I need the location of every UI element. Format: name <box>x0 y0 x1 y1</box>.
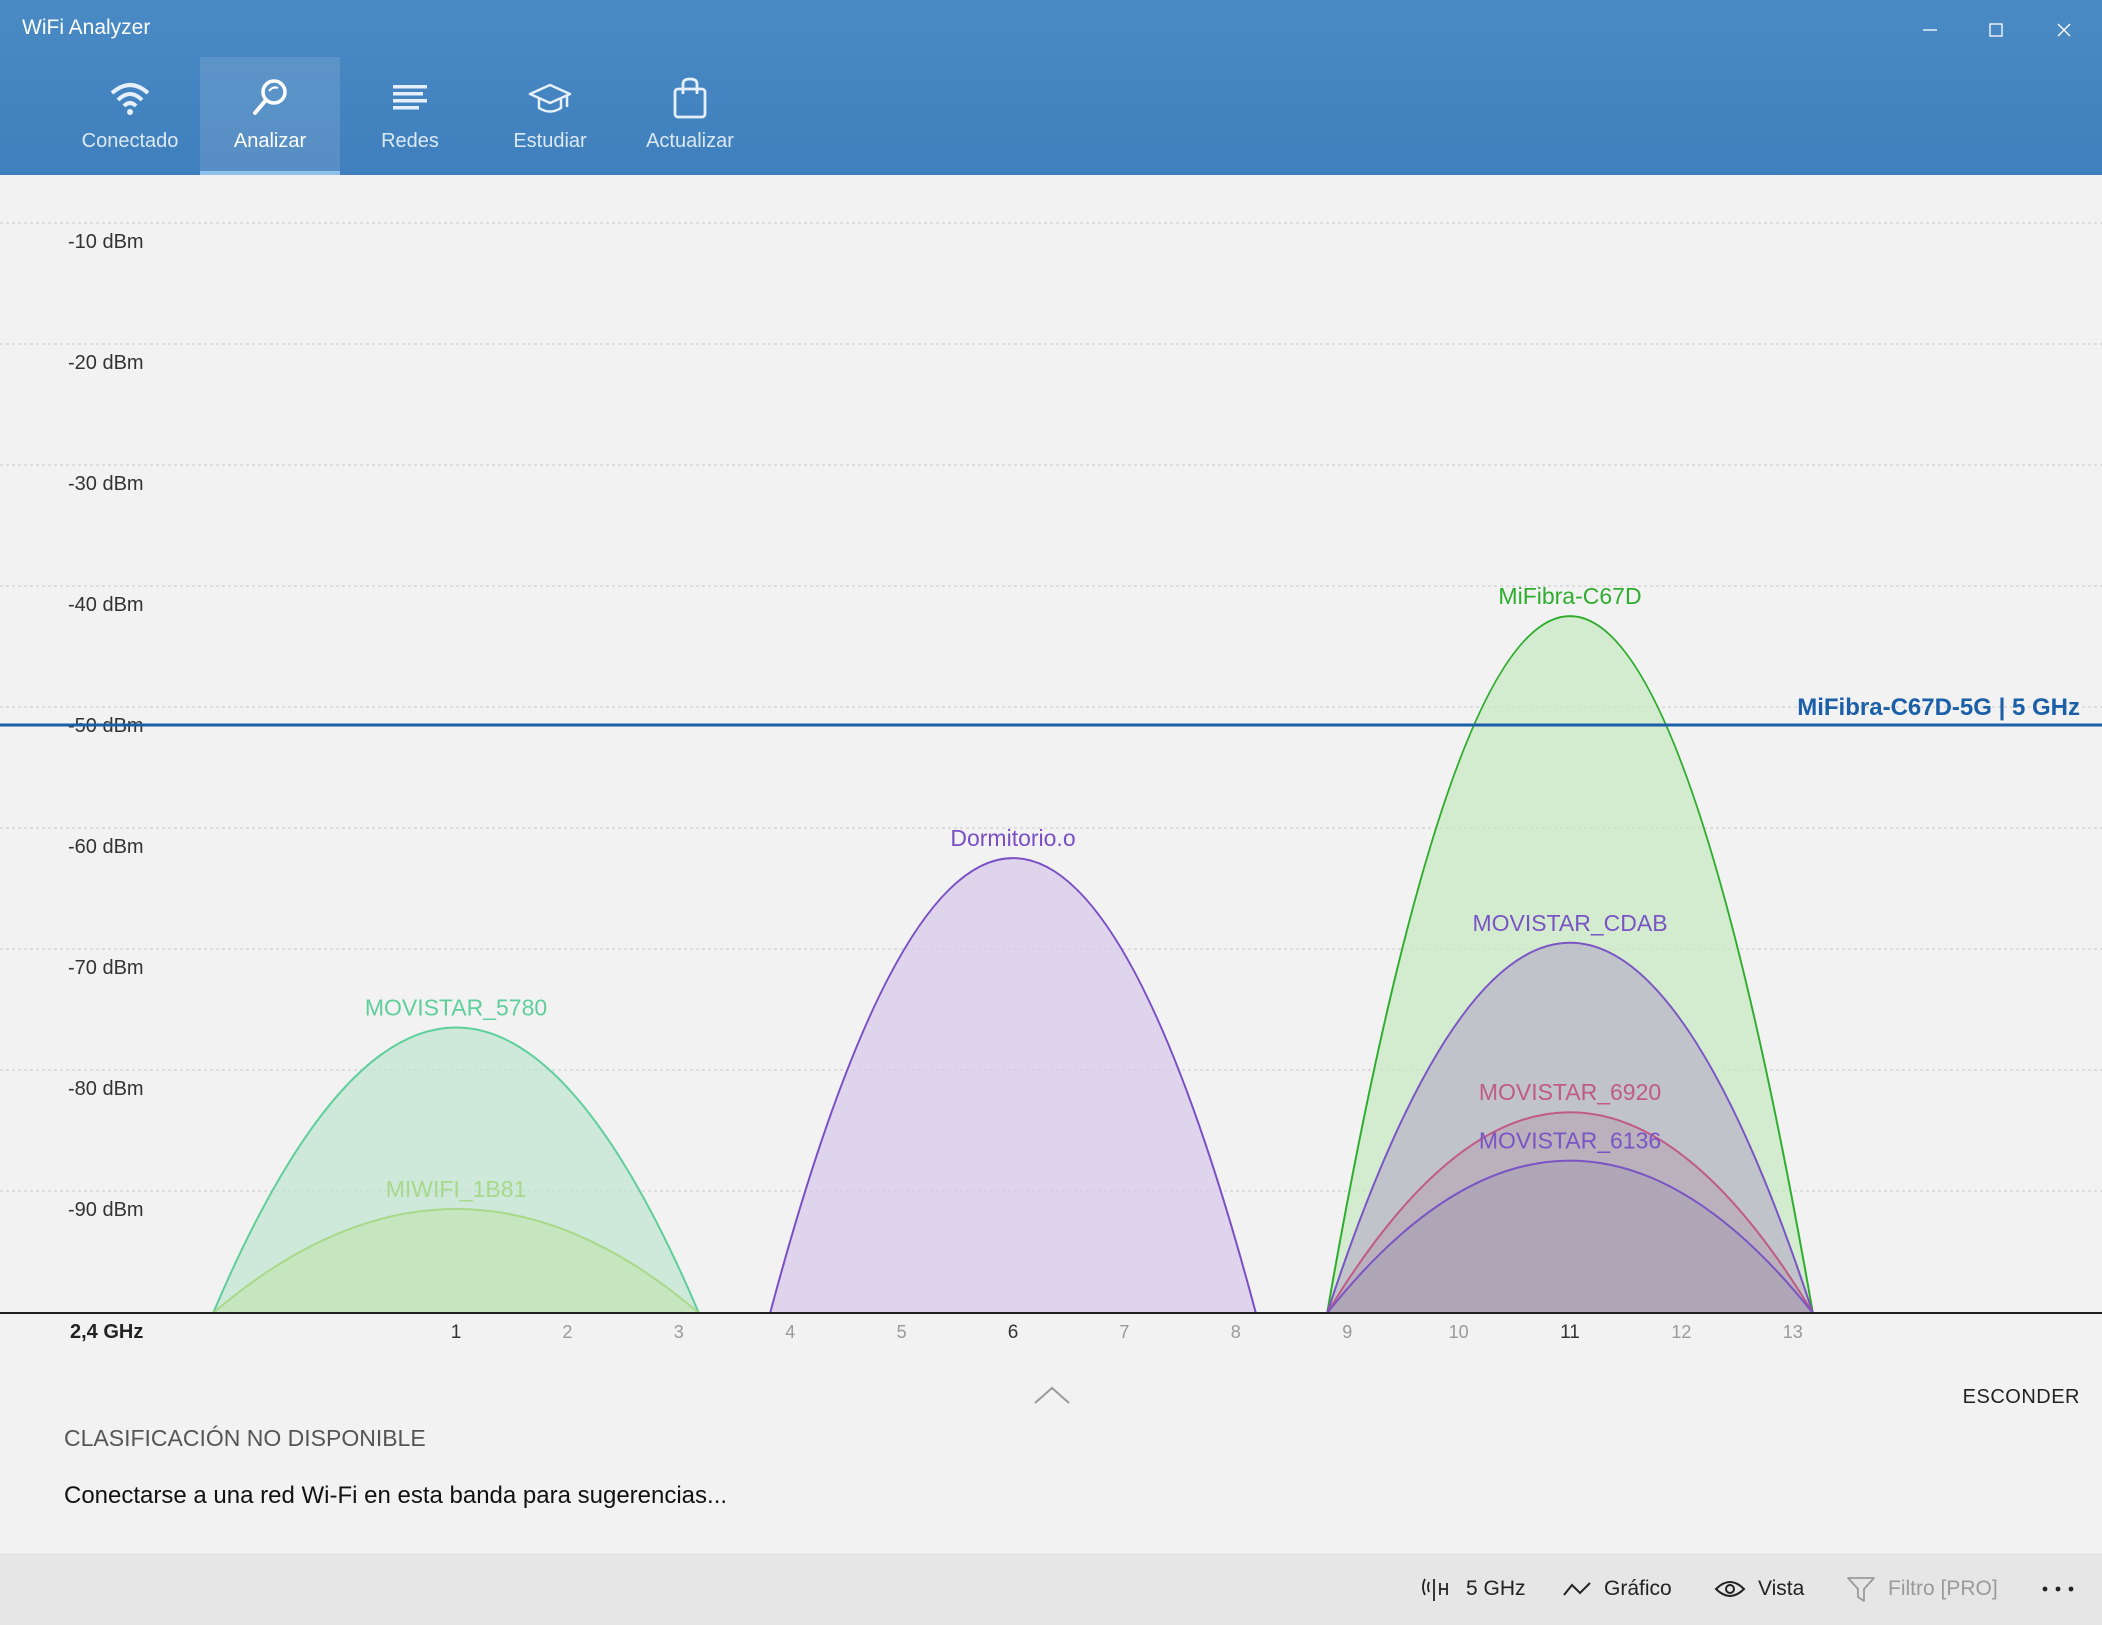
y-tick-label: -20 dBm <box>68 352 144 374</box>
shopping-bag-icon <box>673 77 707 119</box>
graph-icon <box>1563 1582 1591 1596</box>
y-tick-label: -80 dBm <box>68 1078 144 1100</box>
magnifier-icon <box>253 79 287 115</box>
y-tick-label: -90 dBm <box>68 1199 144 1221</box>
app-title: WiFi Analyzer <box>22 16 151 39</box>
y-tick-label: -40 dBm <box>68 594 144 616</box>
network-label: Dormitorio.o <box>950 825 1075 851</box>
network-curve <box>210 1208 702 1314</box>
view-label: Vista <box>1758 1577 1805 1600</box>
graduation-cap-icon <box>528 83 572 113</box>
tab-bar: Conectado Analizar Redes <box>60 57 760 175</box>
x-tick-label: 2 <box>562 1322 572 1342</box>
wifi-icon <box>110 83 150 115</box>
antenna-icon <box>1422 1578 1448 1601</box>
graph-label: Gráfico <box>1604 1577 1672 1600</box>
title-bar: WiFi Analyzer Conectado Analizar <box>0 0 2102 175</box>
x-tick-label: 13 <box>1783 1322 1803 1342</box>
x-tick-label: 6 <box>1008 1322 1019 1343</box>
command-bar: 5 GHz Gráfico Vista Filtro [PRO] <box>0 1553 2102 1625</box>
network-curve <box>768 857 1258 1314</box>
tab-actualizar[interactable]: Actualizar <box>620 57 760 175</box>
tab-label: Estudiar <box>513 130 587 152</box>
x-tick-label: 3 <box>674 1322 684 1342</box>
x-tick-label: 1 <box>451 1322 462 1343</box>
network-label: MiFibra-C67D <box>1498 583 1641 609</box>
tab-redes[interactable]: Redes <box>340 57 480 175</box>
list-icon <box>393 85 427 110</box>
x-tick-label: 4 <box>785 1322 795 1342</box>
close-icon <box>2057 23 2071 37</box>
close-button[interactable] <box>2034 10 2094 50</box>
view-button[interactable]: Vista <box>1714 1573 1804 1605</box>
y-tick-label: -70 dBm <box>68 957 144 979</box>
graph-button[interactable]: Gráfico <box>1562 1573 1672 1605</box>
more-button[interactable] <box>2040 1573 2088 1605</box>
band-axis-label: 2,4 GHz <box>70 1321 143 1343</box>
network-label: MIWIFI_1B81 <box>386 1176 527 1202</box>
band-label: 5 GHz <box>1466 1577 1526 1600</box>
chevron-up-icon[interactable] <box>1032 1383 1072 1407</box>
network-label: MOVISTAR_CDAB <box>1472 910 1667 936</box>
network-label: MOVISTAR_5780 <box>365 995 547 1021</box>
x-tick-label: 10 <box>1449 1322 1469 1342</box>
y-tick-label: -10 dBm <box>68 231 144 253</box>
x-tick-label: 12 <box>1671 1322 1691 1342</box>
network-curve <box>1325 1159 1815 1314</box>
network-label: MOVISTAR_6920 <box>1479 1079 1661 1105</box>
tab-label: Analizar <box>233 130 307 152</box>
network-label: MOVISTAR_6136 <box>1479 1128 1661 1154</box>
x-tick-label: 7 <box>1119 1322 1129 1342</box>
maximize-button[interactable] <box>1966 10 2026 50</box>
y-tick-label: -60 dBm <box>68 836 144 858</box>
connected-network-label: MiFibra-C67D-5G | 5 GHz <box>1797 694 2080 721</box>
tab-label: Redes <box>381 130 439 152</box>
tab-label: Actualizar <box>646 130 734 152</box>
tab-analizar[interactable]: Analizar <box>200 57 340 175</box>
filter-icon <box>1847 1577 1875 1602</box>
filter-button[interactable]: Filtro [PRO] <box>1846 1573 1998 1605</box>
band-button[interactable]: 5 GHz <box>1420 1573 1526 1605</box>
tab-estudiar[interactable]: Estudiar <box>480 57 620 175</box>
filter-label: Filtro [PRO] <box>1888 1577 1998 1600</box>
rating-title: CLASIFICACIÓN NO DISPONIBLE <box>64 1425 426 1451</box>
minimize-icon <box>1923 29 1937 31</box>
x-tick-label: 8 <box>1231 1322 1241 1342</box>
hide-button[interactable]: ESCONDER <box>1962 1386 2080 1408</box>
eye-icon <box>1714 1581 1746 1597</box>
tab-label: Conectado <box>81 130 179 152</box>
x-tick-label: 5 <box>897 1322 907 1342</box>
x-tick-label: 9 <box>1342 1322 1352 1342</box>
suggestion-text: Conectarse a una red Wi-Fi en esta banda… <box>64 1482 728 1509</box>
y-tick-label: -30 dBm <box>68 473 144 495</box>
more-icon <box>2042 1586 2074 1592</box>
minimize-button[interactable] <box>1900 10 1960 50</box>
signal-chart: -10 dBm -20 dBm -30 dBm -40 dBm -50 dBm -60 d… <box>0 175 2102 1375</box>
tab-conectado[interactable]: Conectado <box>60 57 200 175</box>
chart-canvas: -10 dBm-20 dBm-30 dBm-40 dBm-50 dBm-60 d… <box>0 222 2102 1343</box>
x-tick-label: 11 <box>1560 1322 1580 1343</box>
maximize-icon <box>1989 23 2003 37</box>
